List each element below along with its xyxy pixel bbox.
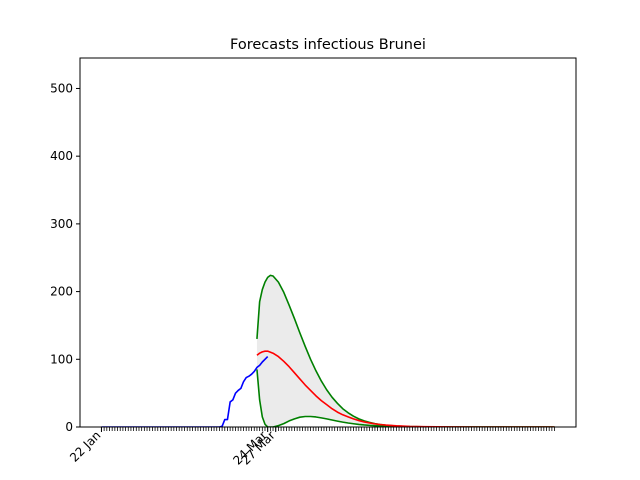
confidence-band <box>256 275 555 427</box>
y-tick-label: 200 <box>50 285 73 299</box>
y-tick-label: 500 <box>50 81 73 95</box>
observed-line <box>101 356 269 427</box>
plot-frame <box>79 57 577 428</box>
y-tick-label: 100 <box>50 352 73 366</box>
chart-title: Forecasts infectious Brunei <box>230 37 426 53</box>
y-tick-label: 0 <box>65 420 73 434</box>
y-tick-label: 400 <box>50 149 73 163</box>
y-tick-label: 300 <box>50 217 73 231</box>
